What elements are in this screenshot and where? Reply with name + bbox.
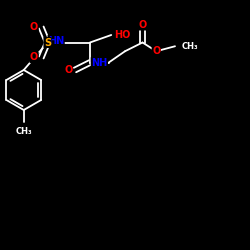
- Text: HN: HN: [48, 36, 64, 46]
- Text: O: O: [152, 46, 160, 56]
- Text: S: S: [44, 38, 51, 48]
- Text: CH₃: CH₃: [182, 42, 198, 51]
- Text: O: O: [64, 65, 72, 75]
- Text: O: O: [138, 20, 146, 30]
- Text: O: O: [30, 52, 38, 62]
- Text: CH₃: CH₃: [16, 127, 32, 136]
- Text: HO: HO: [114, 30, 130, 40]
- Text: NH: NH: [91, 58, 108, 68]
- Text: O: O: [30, 22, 38, 32]
